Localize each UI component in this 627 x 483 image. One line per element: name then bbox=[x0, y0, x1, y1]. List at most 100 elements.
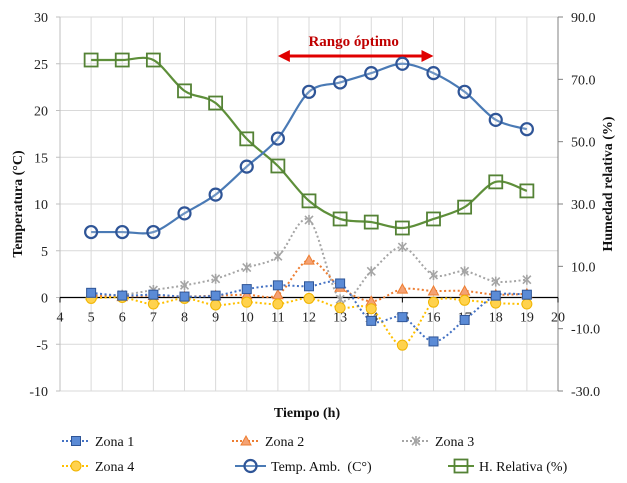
x-tick-label: 20 bbox=[551, 311, 565, 326]
y-tick-label: 5 bbox=[41, 245, 48, 260]
data-point bbox=[459, 86, 471, 98]
y-tick-label: 10 bbox=[34, 198, 48, 213]
x-tick-label: 5 bbox=[88, 311, 95, 326]
data-point bbox=[428, 67, 440, 79]
data-point bbox=[87, 288, 96, 297]
legend-label: Zona 3 bbox=[435, 435, 474, 450]
y2-axis-title: Humedad relativa (%) bbox=[601, 116, 616, 251]
legend-item: Zona 4 bbox=[62, 460, 134, 475]
legend-label: Zona 1 bbox=[95, 435, 134, 450]
y2-tick-label: 70.0 bbox=[571, 73, 596, 88]
data-point bbox=[211, 291, 220, 300]
y2-tick-label: -30.0 bbox=[571, 385, 600, 400]
legend-label: H. Relativa (%) bbox=[479, 460, 568, 475]
legend-item: H. Relativa (%) bbox=[448, 460, 568, 476]
arrow-left-head-icon bbox=[278, 50, 290, 62]
x-tick-label: 9 bbox=[212, 311, 219, 326]
y2-tick-label: 10.0 bbox=[571, 260, 596, 275]
data-point bbox=[521, 123, 533, 135]
data-point bbox=[179, 207, 191, 219]
legend: Zona 1 Zona 2 Zona 3 Zona 4 Temp. Amb. (C°) H… bbox=[62, 435, 568, 475]
data-point bbox=[366, 304, 376, 314]
x-tick-label: 16 bbox=[427, 311, 441, 326]
data-point bbox=[273, 299, 283, 309]
data-point bbox=[336, 279, 345, 288]
data-point bbox=[460, 295, 470, 305]
data-point bbox=[273, 281, 282, 290]
legend-label: Temp. Amb. (C°) bbox=[271, 460, 372, 475]
y-tick-label: 25 bbox=[34, 58, 48, 73]
data-point bbox=[397, 340, 407, 350]
data-point bbox=[429, 337, 438, 346]
data-point bbox=[335, 303, 345, 313]
legend-item: Zona 3 bbox=[402, 435, 474, 450]
arrow-right-head-icon bbox=[422, 50, 434, 62]
data-point bbox=[522, 290, 531, 299]
y-axis-title: Temperatura (°C) bbox=[11, 150, 26, 258]
data-point bbox=[491, 291, 500, 300]
x-tick-label: 7 bbox=[150, 311, 157, 326]
data-point bbox=[304, 255, 314, 264]
data-point bbox=[460, 315, 469, 324]
data-point bbox=[148, 299, 158, 309]
y2-tick-label: 50.0 bbox=[571, 136, 596, 151]
x-axis-title: Tiempo (h) bbox=[274, 406, 341, 421]
y-tick-label: 15 bbox=[34, 151, 48, 166]
y2-tick-label: 30.0 bbox=[571, 198, 596, 213]
legend-label: Zona 4 bbox=[95, 460, 134, 475]
annotation-label: Rango óptimo bbox=[308, 34, 398, 50]
data-point bbox=[305, 282, 314, 291]
grid bbox=[60, 17, 558, 391]
data-point bbox=[180, 292, 189, 301]
y-tick-label: -5 bbox=[36, 338, 48, 353]
x-tick-label: 12 bbox=[302, 311, 316, 326]
y2-tick-label: -10.0 bbox=[571, 323, 600, 338]
x-tick-label: 19 bbox=[520, 311, 534, 326]
y2-tick-label: 90.0 bbox=[571, 11, 596, 26]
x-tick-label: 11 bbox=[271, 311, 284, 326]
data-point bbox=[304, 293, 314, 303]
data-point bbox=[242, 297, 252, 307]
y-tick-label: 0 bbox=[41, 292, 48, 307]
x-tick-label: 8 bbox=[181, 311, 188, 326]
data-point bbox=[273, 290, 283, 299]
data-point bbox=[274, 251, 282, 261]
data-point bbox=[490, 114, 502, 126]
y-tick-label: 20 bbox=[34, 105, 48, 120]
data-point bbox=[272, 133, 284, 145]
data-point bbox=[242, 285, 251, 294]
x-tick-label: 6 bbox=[119, 311, 126, 326]
data-point bbox=[243, 263, 251, 273]
legend-marker-icon bbox=[245, 460, 257, 472]
data-point bbox=[367, 266, 375, 276]
data-point bbox=[396, 58, 408, 70]
data-point bbox=[367, 316, 376, 325]
legend-item: Temp. Amb. (C°) bbox=[235, 460, 372, 475]
data-point bbox=[211, 300, 221, 310]
x-tick-label: 10 bbox=[240, 311, 254, 326]
data-point bbox=[210, 189, 222, 201]
x-tick-label: 18 bbox=[489, 311, 503, 326]
legend-item: Zona 1 bbox=[62, 435, 134, 450]
data-point bbox=[334, 76, 346, 88]
data-point bbox=[85, 226, 97, 238]
data-point bbox=[116, 226, 128, 238]
data-point bbox=[398, 313, 407, 322]
legend-label: Zona 2 bbox=[265, 435, 304, 450]
legend-marker-icon bbox=[71, 461, 81, 471]
x-tick-label: 4 bbox=[57, 311, 64, 326]
data-point bbox=[429, 297, 439, 307]
y-tick-label: -10 bbox=[29, 385, 48, 400]
legend-item: Zona 2 bbox=[232, 435, 304, 450]
data-point bbox=[149, 290, 158, 299]
data-point bbox=[522, 299, 532, 309]
legend-marker-icon bbox=[72, 437, 81, 446]
data-point bbox=[147, 226, 159, 238]
y-tick-label: 30 bbox=[34, 11, 48, 26]
data-point bbox=[365, 67, 377, 79]
data-point bbox=[241, 161, 253, 173]
data-point bbox=[303, 86, 315, 98]
annotation-rango-optimo: Rango óptimo bbox=[278, 34, 434, 62]
data-point bbox=[118, 291, 127, 300]
